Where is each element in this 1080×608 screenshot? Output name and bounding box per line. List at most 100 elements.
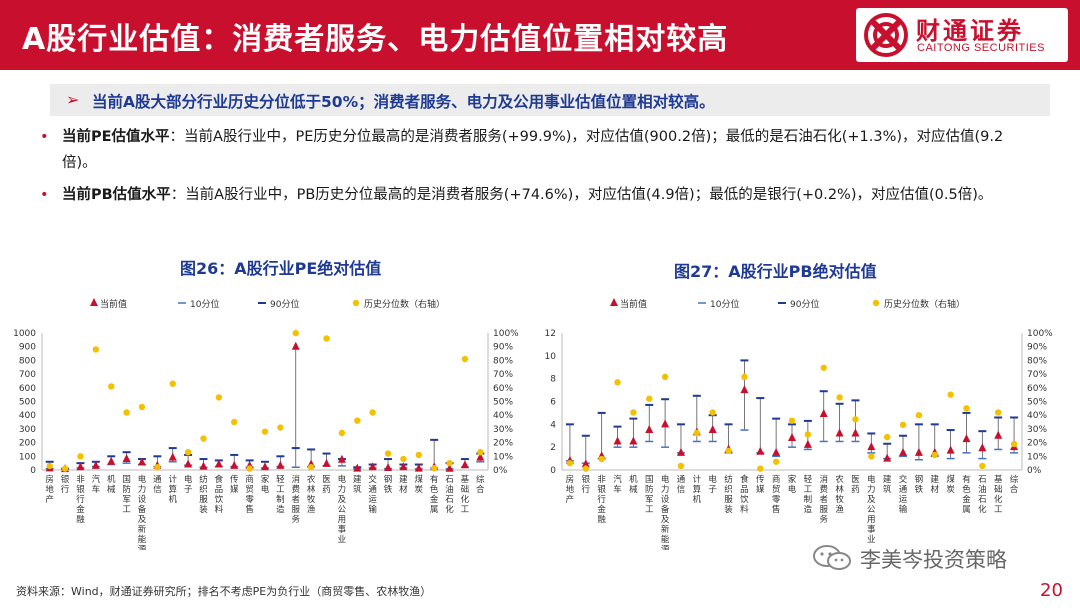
percentile-dot <box>415 451 422 459</box>
y2-tick-label: 30% <box>493 425 513 435</box>
legend-label: 10分位 <box>710 298 739 310</box>
percentile-dot <box>461 355 469 363</box>
current-marker <box>184 459 193 468</box>
y2-tick-label: 70% <box>493 370 513 380</box>
percentile-dot <box>899 421 907 428</box>
current-marker <box>978 443 987 452</box>
current-marker <box>368 462 377 471</box>
category-label: 电力设备及新能源 <box>661 474 670 550</box>
y2-tick-label: 70% <box>1027 370 1047 380</box>
percentile-dot <box>338 429 346 437</box>
percentile-dot <box>307 464 315 471</box>
percentile-dot <box>323 335 330 342</box>
percentile-dot <box>566 459 574 467</box>
bullet-text: ：当前A股行业中，PB历史分位最高的是消费者服务(+74.6%)，对应估值(4.… <box>170 187 993 203</box>
y-tick-label: 10 <box>545 352 557 362</box>
percentile-dot <box>61 465 69 472</box>
legend-label: 90分位 <box>270 298 299 310</box>
category-label: 计算机 <box>168 474 177 505</box>
category-label: 医药 <box>851 475 860 495</box>
category-label: 交通运输 <box>899 474 908 515</box>
current-marker <box>851 428 860 437</box>
category-label: 传媒 <box>756 474 765 495</box>
percentile-dot <box>369 409 376 416</box>
current-marker <box>107 456 116 465</box>
percentile-dot <box>184 448 192 456</box>
current-marker <box>476 452 485 461</box>
current-marker <box>137 457 146 466</box>
percentile-dot <box>693 429 701 437</box>
current-marker <box>835 428 844 437</box>
bullet-text: ：当前A股行业中，PE历史分位最高的是消费者服务(+99.9%)，对应估值(90… <box>62 129 1004 171</box>
y-tick-label: 600 <box>19 384 36 394</box>
category-label: 电力及公用事业 <box>867 474 876 545</box>
percentile-dot <box>725 447 732 455</box>
category-label: 房地产 <box>566 474 575 505</box>
category-label: 基础化工 <box>994 474 1003 515</box>
bullet-label: 当前PB估值水平 <box>62 187 171 203</box>
y-tick-label: 4 <box>550 420 556 430</box>
legend-marker <box>610 298 618 306</box>
y2-tick-label: 0% <box>1027 466 1042 476</box>
category-label: 计算机 <box>693 474 702 505</box>
current-marker <box>214 459 223 468</box>
percentile-dot <box>123 409 130 416</box>
percentile-dot <box>709 409 716 416</box>
current-marker <box>581 459 590 468</box>
percentile-dot <box>446 459 453 467</box>
current-marker <box>168 452 177 461</box>
percentile-dot <box>215 394 223 401</box>
category-label: 农林牧渔 <box>835 474 844 515</box>
y2-tick-label: 50% <box>493 398 513 408</box>
percentile-dot <box>963 405 970 412</box>
category-label: 消费者服务 <box>819 474 828 525</box>
category-label: 电子 <box>184 474 193 495</box>
percentile-dot <box>614 379 621 386</box>
logo-name-en: CAITONG SECURITIES <box>917 42 1045 54</box>
percentile-dot <box>92 346 100 353</box>
current-marker <box>276 460 285 469</box>
page-title: A股行业估值：消费者服务、电力估值位置相对较高 <box>22 22 729 57</box>
percentile-dot <box>804 431 812 438</box>
summary-box: ➢ 当前A股大部分行业历史分位低于50%；消费者服务、电力及公用事业估值位置相对… <box>50 84 1050 116</box>
percentile-dot <box>979 462 986 470</box>
category-label: 机械 <box>629 474 638 495</box>
legend-label: 当前值 <box>620 298 647 310</box>
y2-tick-label: 90% <box>1027 343 1047 353</box>
category-label: 非银行金融 <box>597 474 606 525</box>
category-label: 纺织服装 <box>199 474 208 515</box>
percentile-dot <box>868 453 875 460</box>
category-label: 家电 <box>261 474 270 495</box>
current-marker <box>291 341 300 350</box>
y-tick-label: 1000 <box>13 329 36 339</box>
y2-tick-label: 50% <box>1027 398 1047 408</box>
current-marker <box>122 454 131 463</box>
percentile-dot <box>741 373 748 381</box>
percentile-dot <box>883 433 891 441</box>
current-marker <box>708 425 717 434</box>
current-marker <box>337 454 346 463</box>
percentile-dot <box>384 450 392 457</box>
percentile-dot <box>46 462 53 470</box>
percentile-dot <box>108 383 115 390</box>
y-tick-label: 800 <box>19 356 36 366</box>
percentile-dot <box>430 465 438 472</box>
source-note: 资料来源：Wind，财通证券研究所；排名不考虑PE为负行业（商贸零售、农林牧渔） <box>16 585 432 598</box>
category-label: 机械 <box>107 474 116 495</box>
y-tick-label: 300 <box>19 425 36 435</box>
percentile-dot <box>77 453 84 460</box>
category-label: 电力及公用事业 <box>338 474 347 545</box>
chart-title-pb: 图27：A股行业PB绝对估值 <box>674 262 877 281</box>
category-label: 食品饮料 <box>215 474 224 515</box>
percentile-dot <box>772 458 780 465</box>
category-label: 建材 <box>931 474 940 495</box>
category-label: 电力设备及新能源 <box>138 474 147 550</box>
y-tick-label: 0 <box>30 466 36 476</box>
category-label: 国防军工 <box>645 475 654 515</box>
current-marker <box>322 458 331 467</box>
current-marker <box>384 462 393 471</box>
current-marker <box>994 430 1003 439</box>
current-marker <box>867 442 876 451</box>
percentile-dot <box>277 424 284 431</box>
current-marker <box>914 447 923 456</box>
